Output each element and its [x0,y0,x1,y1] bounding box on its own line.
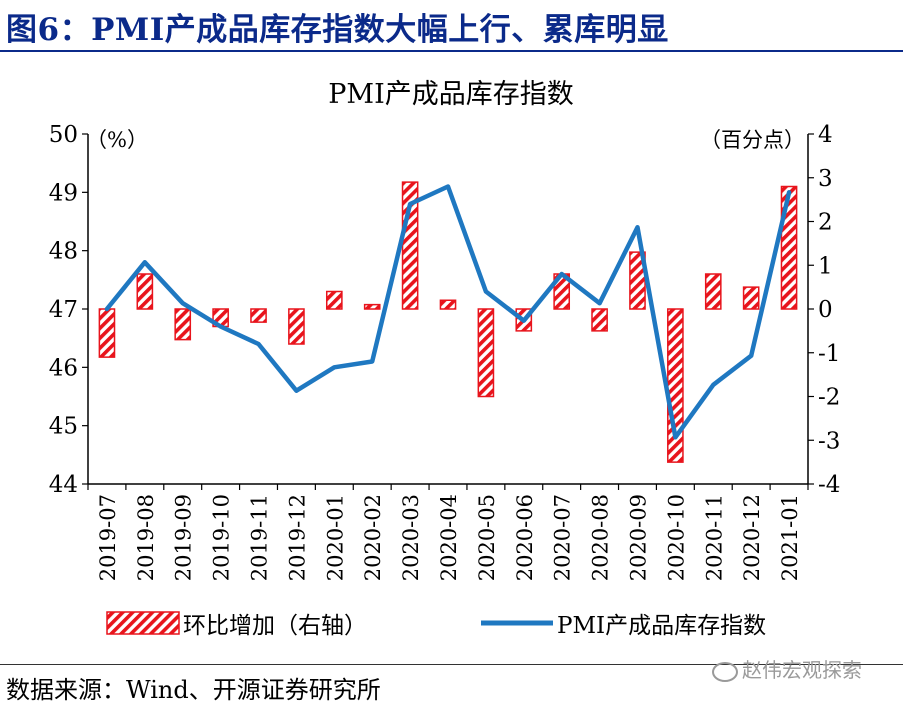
bar [439,299,457,310]
left-tick-label: 48 [49,239,78,265]
bar [288,308,305,345]
x-tick-label: 2020-05 [475,494,499,581]
x-tick-label: 2020-12 [740,494,764,581]
left-tick-label: 49 [49,180,78,206]
title-rule [0,50,903,52]
x-tick-label: 2020-08 [589,494,613,581]
x-tick-label: 2019-11 [248,494,272,581]
left-axis-unit: （%） [86,128,148,152]
right-tick-label: -2 [818,385,840,411]
bar [136,273,154,310]
x-tick-label: 2020-10 [664,494,688,581]
x-tick-label: 2019-09 [172,494,196,581]
right-tick-label: -3 [818,428,840,454]
bar [325,290,343,310]
right-tick-label: -1 [818,341,840,367]
x-tick-labels: 2019-07 2019-08 2019-09 2019-10 2019-11 2019-… [96,494,802,581]
source-rule [0,664,903,665]
chart-title: PMI产成品库存指数 [328,79,573,110]
source-text: 数据来源：Wind、开源证券研究所 [6,676,381,704]
x-tick-label: 2020-07 [551,494,575,581]
left-tick-label: 45 [49,414,78,440]
left-tick-label: 44 [49,472,78,498]
bar [477,308,495,398]
bar [780,185,798,310]
x-tick-label: 2020-01 [323,494,347,581]
bar [704,273,722,310]
x-tick-label: 2019-07 [96,494,120,581]
left-tick-label: 47 [49,297,78,323]
x-tick-label: 2019-08 [134,494,158,581]
line-path [104,184,792,440]
wechat-icon [712,661,738,682]
left-tick-label: 50 [49,122,78,148]
right-tick-label: 3 [818,166,833,192]
left-tick-label: 46 [49,355,78,381]
x-tick-label: 2020-04 [437,494,461,581]
x-tick-label: 2020-11 [702,494,726,581]
bar-series [98,181,798,463]
x-tick-label: 2020-09 [626,494,650,581]
right-axis-unit: （百分点） [700,128,805,152]
chart: PMI产成品库存指数 （%） （百分点） 5049484746454443210… [49,79,841,639]
figure-title: 图6：PMI产成品库存指数大幅上行、累库明显 [6,12,669,48]
right-tick-label: -4 [818,472,840,498]
x-tick-label: 2020-02 [361,494,385,581]
x-tick-label: 2019-12 [285,494,309,581]
right-tick-label: 4 [818,122,833,148]
watermark: 赵伟宏观探索 [712,654,862,683]
legend-bar-label: 环比增加（右轴） [183,613,367,639]
bar [742,286,760,310]
right-tick-label: 0 [818,297,833,323]
x-tick-label: 2019-10 [210,494,234,581]
legend-bar-swatch [106,611,180,635]
x-tick-label: 2021-01 [778,494,802,581]
bar [250,308,267,323]
bar [363,303,381,310]
legend: 环比增加（右轴） PMI产成品库存指数 [106,611,766,639]
x-tick-label: 2020-06 [513,494,537,581]
bar [174,308,192,341]
bar [98,308,116,358]
right-tick-label: 2 [818,210,833,236]
right-tick-label: 1 [818,253,833,279]
watermark-text: 赵伟宏观探索 [742,658,862,682]
legend-line-label: PMI产成品库存指数 [557,613,766,639]
line-series [104,184,792,440]
bar [591,308,608,332]
x-tick-label: 2020-03 [399,494,423,581]
